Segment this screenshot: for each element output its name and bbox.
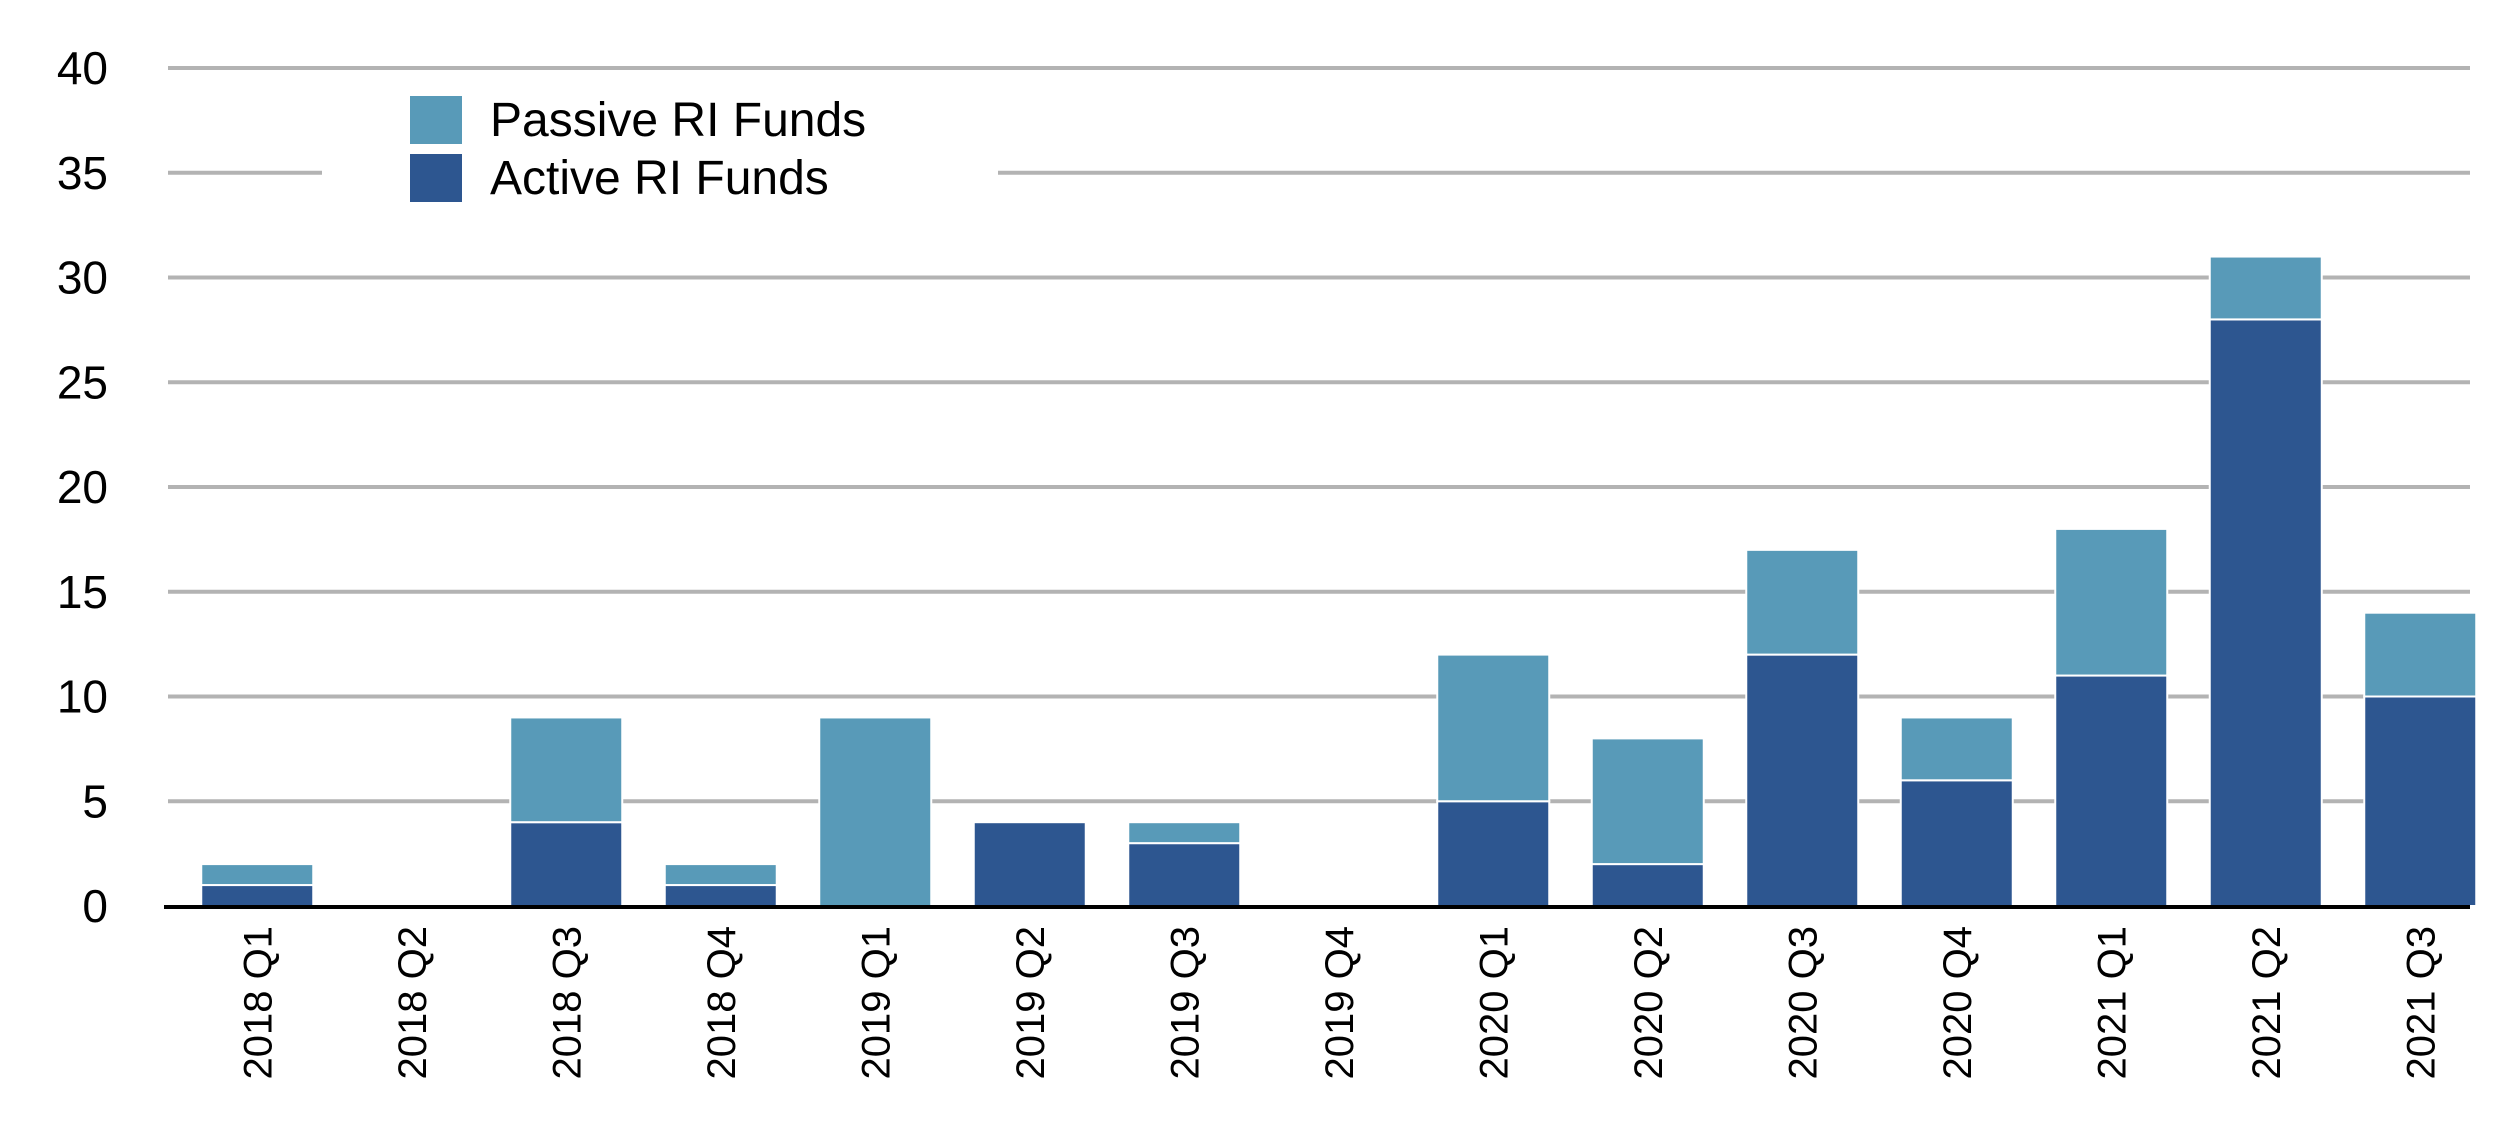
bar-active-2018-q4 [663, 884, 778, 907]
legend-label-active: Active RI Funds [490, 152, 829, 205]
x-tick-label: 2019 Q4 [1318, 926, 1362, 1079]
x-tick-label: 2020 Q4 [1936, 926, 1980, 1079]
x-tick-label: 2018 Q2 [391, 926, 435, 1079]
y-tick-label: 15 [57, 566, 108, 618]
y-tick-label: 20 [57, 461, 108, 513]
x-tick-label: 2019 Q3 [1163, 926, 1207, 1079]
bar-active-2020-q2 [1590, 863, 1705, 907]
x-tick-label: 2021 Q2 [2245, 926, 2289, 1079]
bar-passive-2018-q1 [200, 863, 315, 887]
bar-active-2021-q3 [2363, 695, 2478, 907]
x-tick-label: 2019 Q2 [1009, 926, 1053, 1079]
bar-passive-2021-q1 [2054, 527, 2169, 677]
gridlines [168, 66, 2470, 804]
bar-passive-2018-q4 [663, 863, 778, 887]
bar-passive-2020-q3 [1745, 548, 1860, 656]
bar-passive-2021-q2 [2208, 255, 2323, 321]
bars [200, 255, 2478, 908]
bar-passive-2020-q1 [1436, 653, 1551, 803]
x-tick-label: 2018 Q1 [236, 926, 280, 1079]
bar-passive-2018-q3 [509, 716, 624, 824]
y-tick-label: 25 [57, 356, 108, 408]
legend-swatch-active [410, 154, 462, 202]
x-tick-label: 2021 Q1 [2090, 926, 2134, 1079]
x-tick-label: 2019 Q1 [854, 926, 898, 1079]
x-tick-label: 2018 Q4 [700, 926, 744, 1079]
y-tick-label: 5 [82, 775, 108, 827]
bar-passive-2019-q1 [818, 716, 933, 908]
y-tick-label: 0 [82, 880, 108, 932]
legend-label-passive: Passive RI Funds [490, 94, 866, 147]
bar-active-2020-q3 [1745, 653, 1860, 907]
bar-active-2019-q3 [1127, 842, 1242, 908]
bar-active-2020-q4 [1899, 779, 2014, 907]
y-tick-label: 10 [57, 671, 108, 723]
bar-active-2021-q1 [2054, 674, 2169, 907]
y-tick-label: 40 [57, 42, 108, 94]
x-tick-label: 2020 Q2 [1627, 926, 1671, 1079]
bar-passive-2019-q3 [1127, 821, 1242, 845]
y-tick-label: 35 [57, 147, 108, 199]
x-tick-label: 2020 Q3 [1781, 926, 1825, 1079]
bar-passive-2021-q3 [2363, 611, 2478, 698]
x-tick-label: 2021 Q3 [2399, 926, 2443, 1079]
bar-active-2019-q2 [972, 821, 1087, 908]
y-tick-labels: 0 5 10 15 20 25 30 35 40 [57, 42, 108, 932]
bar-active-2018-q1 [200, 884, 315, 907]
bar-passive-2020-q4 [1899, 716, 2014, 782]
x-tick-label: 2018 Q3 [545, 926, 589, 1079]
x-tick-label: 2020 Q1 [1472, 926, 1516, 1079]
legend-swatch-passive [410, 96, 462, 144]
x-tick-labels: 2018 Q1 2018 Q2 2018 Q3 2018 Q4 2019 Q1 2019 … [236, 926, 2443, 1079]
bar-active-2020-q1 [1436, 800, 1551, 907]
bar-active-2018-q3 [509, 821, 624, 908]
bar-active-2021-q2 [2208, 318, 2323, 907]
bar-passive-2020-q2 [1590, 737, 1705, 866]
y-tick-label: 30 [57, 252, 108, 304]
